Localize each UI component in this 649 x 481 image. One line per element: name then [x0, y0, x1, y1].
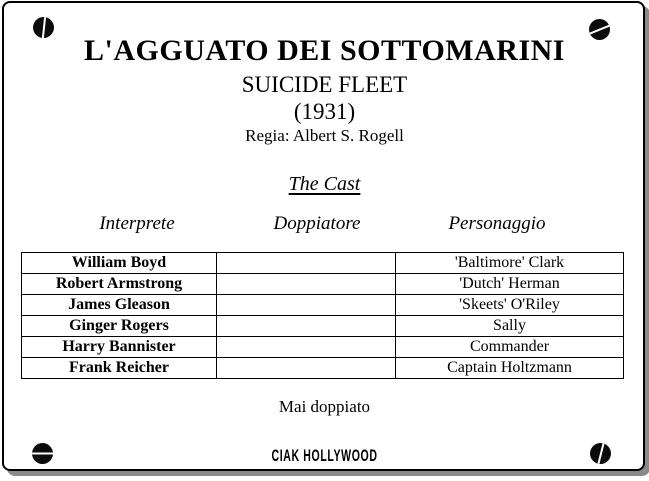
personaggio-cell: 'Skeets' O'Riley — [395, 294, 624, 316]
screw-bottom-right-icon — [590, 443, 611, 464]
doppiatore-cell — [216, 294, 396, 316]
interprete-cell: William Boyd — [21, 252, 217, 274]
interprete-cell: James Gleason — [21, 294, 217, 316]
column-header-interprete: Interprete — [99, 213, 175, 234]
column-header-doppiatore: Doppiatore — [273, 213, 361, 234]
interprete-cell: Harry Bannister — [21, 336, 217, 358]
table-row: Ginger Rogers Sally — [21, 315, 624, 337]
page-title: L'AGGUATO DEI SOTTOMARINI — [84, 34, 565, 67]
table-row: William Boyd 'Baltimore' Clark — [21, 252, 624, 274]
personaggio-cell: 'Baltimore' Clark — [395, 252, 624, 274]
doppiatore-cell — [216, 252, 396, 274]
director-credit: Regia: Albert S. Rogell — [245, 126, 404, 145]
ciak-hollywood-logo: CIAK HOLLYWOOD — [0, 446, 649, 466]
dubbing-note: Mai doppiato — [278, 397, 371, 416]
logo-text: CIAK HOLLYWOOD — [271, 446, 378, 465]
column-header-personaggio: Personaggio — [448, 213, 546, 234]
table-row: Robert Armstrong 'Dutch' Herman — [21, 273, 624, 295]
interprete-cell: Frank Reicher — [21, 357, 217, 379]
personaggio-cell: Commander — [395, 336, 624, 358]
doppiatore-cell — [216, 273, 396, 295]
table-row: Frank Reicher Captain Holtzmann — [21, 357, 624, 379]
original-title: SUICIDE FLEET — [241, 72, 408, 97]
screw-top-left-icon — [33, 17, 54, 38]
release-year: (1931) — [293, 99, 356, 124]
personaggio-cell: 'Dutch' Herman — [395, 273, 624, 295]
personaggio-cell: Captain Holtzmann — [395, 357, 624, 379]
cast-column-headers: Interprete Doppiatore Personaggio — [47, 213, 587, 235]
personaggio-cell: Sally — [395, 315, 624, 337]
doppiatore-cell — [216, 315, 396, 337]
screw-top-right-icon — [589, 19, 610, 40]
interprete-cell: Ginger Rogers — [21, 315, 217, 337]
cast-section-heading: The Cast — [288, 173, 361, 195]
doppiatore-cell — [216, 336, 396, 358]
doppiatore-cell — [216, 357, 396, 379]
card-frame — [2, 1, 645, 471]
table-row: Harry Bannister Commander — [21, 336, 624, 358]
table-row: James Gleason 'Skeets' O'Riley — [21, 294, 624, 316]
cast-table: William Boyd 'Baltimore' Clark Robert Ar… — [21, 252, 624, 379]
screw-bottom-left-icon — [32, 443, 53, 464]
interprete-cell: Robert Armstrong — [21, 273, 217, 295]
